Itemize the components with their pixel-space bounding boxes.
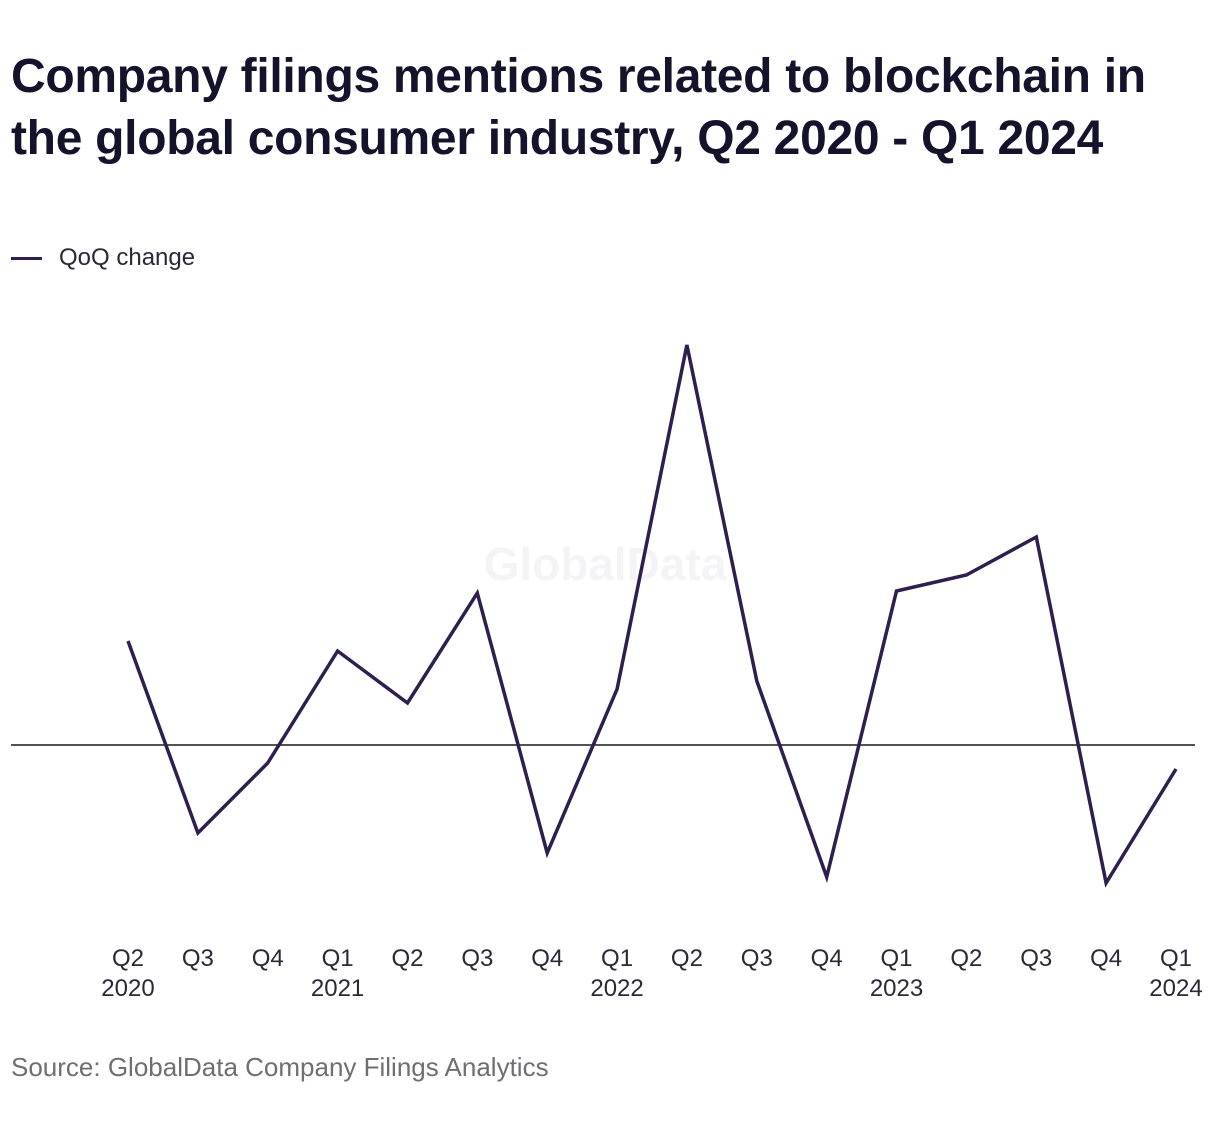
x-tick-label-year: 2023 [870, 975, 923, 1002]
x-tick-label-quarter: Q1 [322, 945, 354, 972]
x-tick-label-year: 2022 [590, 975, 643, 1002]
x-tick-label-quarter: Q1 [601, 945, 633, 972]
x-tick-label-year: 2024 [1149, 975, 1202, 1002]
x-tick-label-quarter: Q1 [1160, 945, 1192, 972]
x-tick-label-quarter: Q2 [391, 945, 423, 972]
x-tick-label-quarter: Q2 [950, 945, 982, 972]
x-tick-label-quarter: Q3 [741, 945, 773, 972]
source-note: Source: GlobalData Company Filings Analy… [11, 1052, 549, 1082]
x-tick-label-year: 2021 [311, 975, 364, 1002]
x-tick-label-quarter: Q4 [811, 945, 843, 972]
x-tick-label-quarter: Q3 [182, 945, 214, 972]
x-tick-label-quarter: Q3 [461, 945, 493, 972]
legend-line-swatch [11, 256, 42, 260]
x-tick-label-quarter: Q4 [531, 945, 563, 972]
chart-title: Company filings mentions related to bloc… [11, 50, 1146, 165]
x-tick-label-quarter: Q2 [112, 945, 144, 972]
series-line-qoq-change [126, 344, 1178, 888]
x-tick-label-quarter: Q3 [1020, 945, 1052, 972]
line-chart: GlobalData Q2 2020 Q3 Q4 Q1 2021 Q2 Q3 Q4 Q1 2022 Q… [11, 344, 1203, 1002]
watermark-text: GlobalData [484, 538, 727, 590]
x-tick-label-quarter: Q2 [671, 945, 703, 972]
x-tick-label-quarter: Q4 [1090, 945, 1122, 972]
legend: QoQ change [11, 243, 195, 273]
x-tick-label-quarter: Q4 [252, 945, 284, 972]
x-tick-label-year: 2020 [101, 975, 154, 1002]
x-tick-label-quarter: Q1 [881, 945, 913, 972]
legend-label: QoQ change [59, 244, 196, 271]
